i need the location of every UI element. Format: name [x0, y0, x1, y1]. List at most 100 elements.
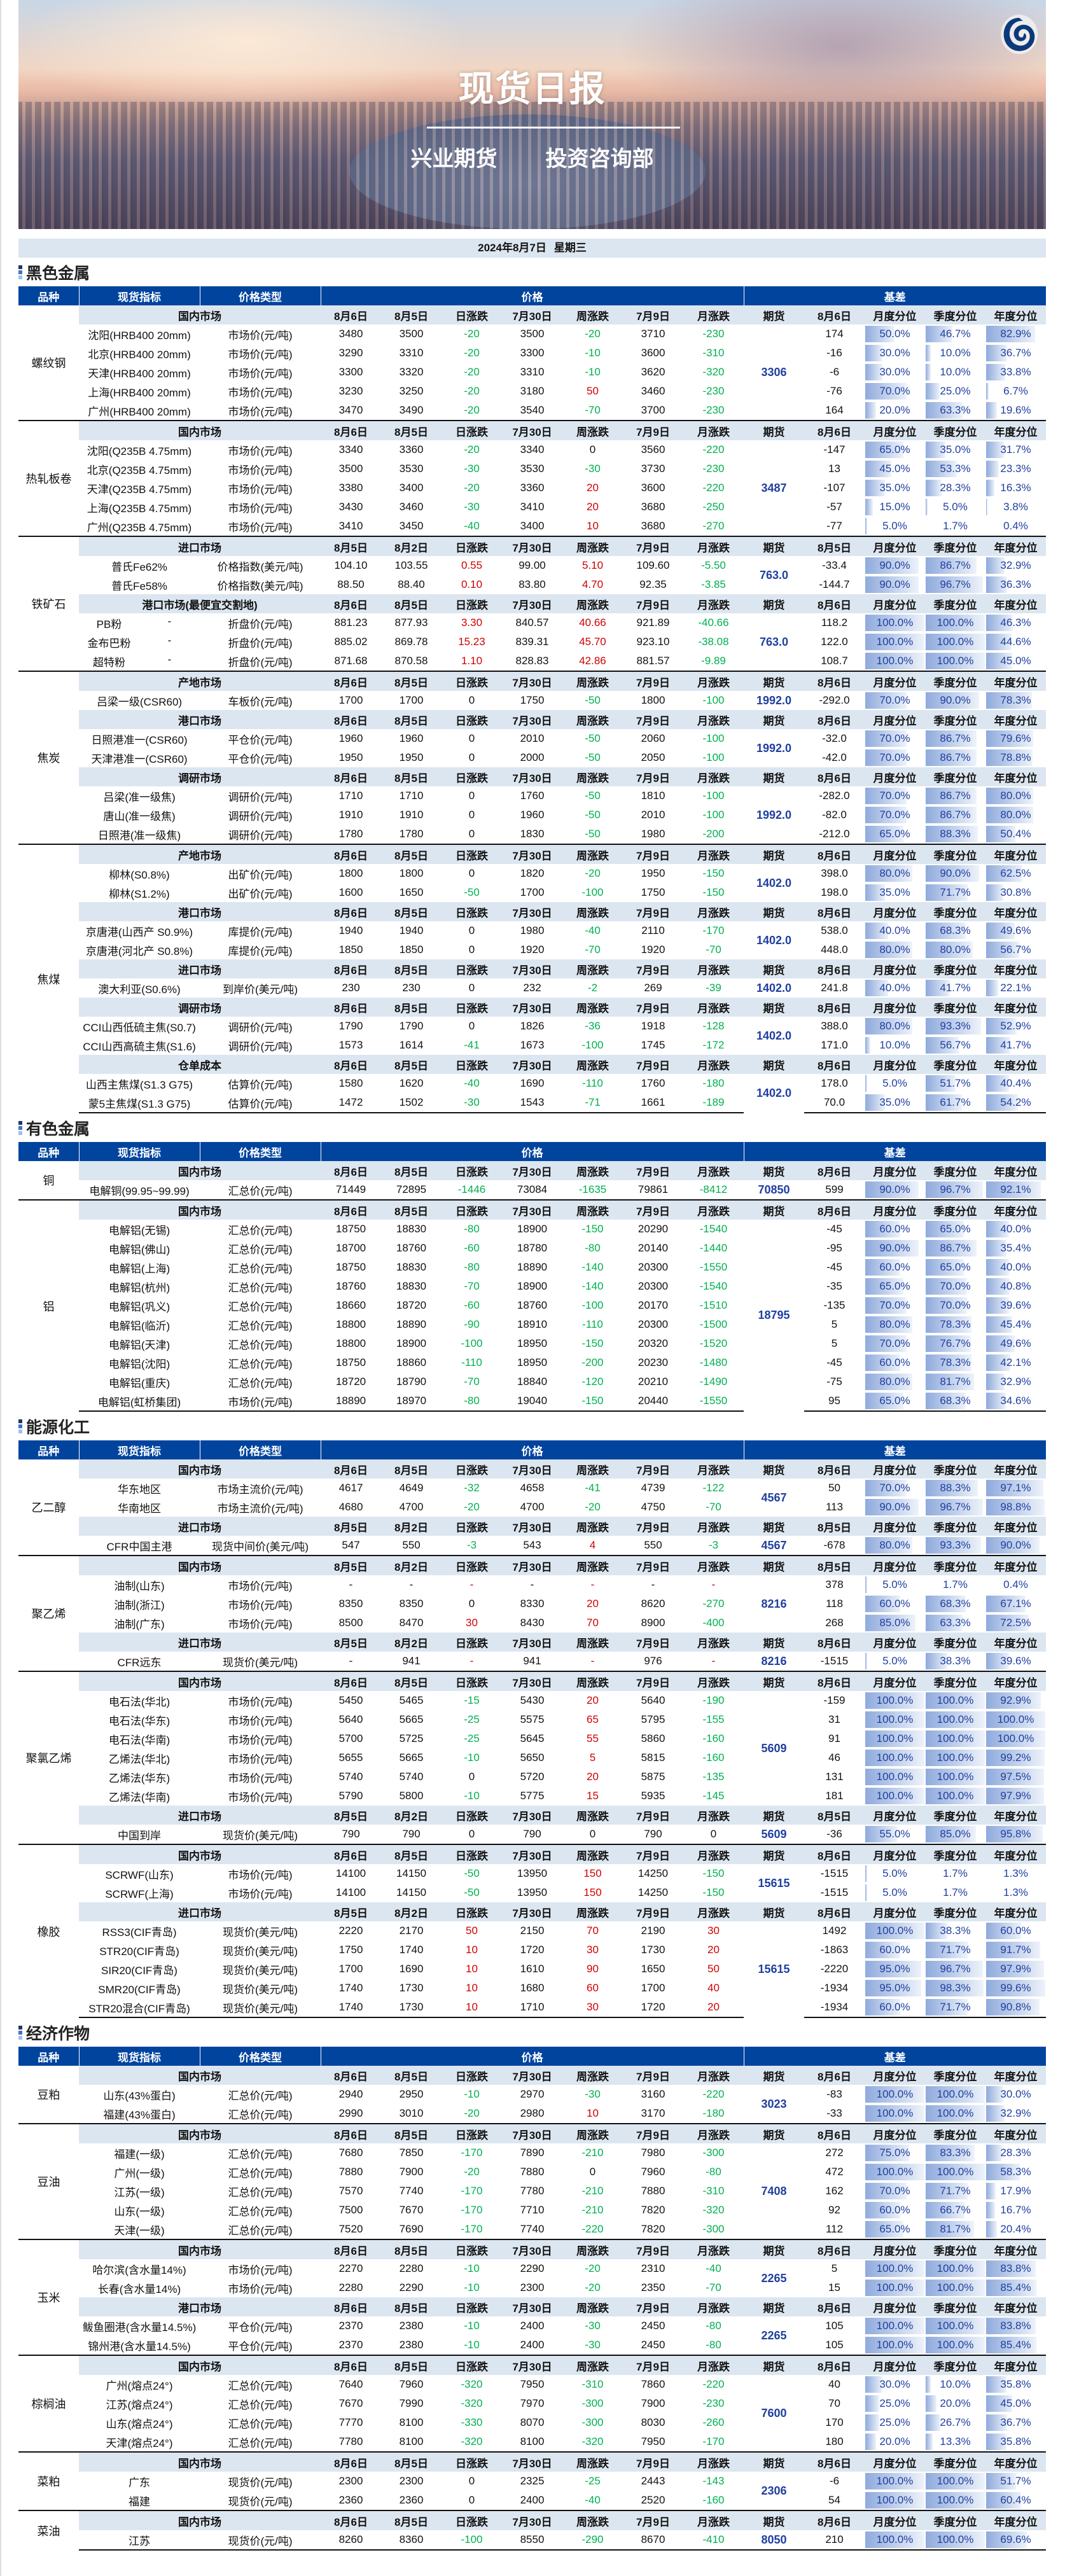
subheader-cell: 7月30日 — [502, 1844, 562, 1864]
basis-value: -159 — [823, 1694, 846, 1706]
quarterly-percentile: 63.3% — [925, 1613, 985, 1633]
data-row: 电解铜(99.95~99.99) 汇总价(元/吨) 71449 72895 -1446 7… — [18, 1180, 1046, 1200]
basis-value: 178.0 — [821, 1077, 848, 1089]
monthly-percentile-value: 100.0% — [876, 2475, 914, 2487]
weekly-change: -300 — [581, 2416, 604, 2428]
price-month-ago: 3600 — [641, 347, 665, 359]
spot-indicator: 天津(Q235B 4.75mm) — [87, 483, 192, 496]
data-row: 日照港准一(CSR60) 平仓价(元/吨) 1960 1960 0 2010 -50 2060… — [18, 729, 1046, 755]
daily-change: 0 — [468, 2475, 475, 2487]
monthly-percentile-bar — [865, 1094, 886, 1111]
price-month-ago: 3460 — [641, 385, 665, 397]
daily-change: -330 — [461, 2416, 483, 2428]
futures-price: 15615 — [758, 1963, 790, 1975]
price-latest: 2270 — [338, 2262, 363, 2274]
quarterly-percentile-value: 100.0% — [936, 1732, 974, 1744]
price-latest: 18800 — [335, 1318, 366, 1330]
quarterly-percentile-bar — [926, 807, 977, 823]
variety-name: 聚氯乙烯 — [18, 1671, 79, 1844]
data-row: PB粉 - 折盘价(元/吨) 881.23 877.93 3.30 840.57 40.66 9… — [18, 613, 1046, 648]
futures-price: 18795 — [758, 1309, 790, 1321]
data-row: 日照港(准一级焦) 调研价(元/吨) 1780 1780 0 1830 -50 1980 -20… — [18, 825, 1046, 844]
daily-change: 3.30 — [461, 616, 483, 629]
section-title: 有色金属 — [18, 1113, 1065, 1142]
price-month-ago: 881.57 — [636, 655, 670, 667]
price-week-ago: 8550 — [502, 2530, 562, 2551]
subheader-cell: 周涨跌 — [562, 767, 623, 786]
yearly-percentile-value: 56.7% — [1000, 943, 1031, 956]
monthly-percentile-value: 100.0% — [876, 2320, 914, 2332]
quarterly-percentile-value: 100.0% — [936, 2475, 974, 2487]
quarterly-percentile: 78.3% — [925, 1315, 985, 1334]
monthly-percentile: 90.0% — [865, 1180, 925, 1200]
yearly-percentile-value: 67.1% — [1000, 1598, 1031, 1610]
subheader-cell: 7月30日 — [502, 767, 562, 786]
subheader-cell: 期货 — [744, 536, 804, 556]
price-type: 汇总价(元/吨) — [228, 2379, 293, 2392]
price-month-ago: 3710 — [641, 328, 665, 340]
monthly-change: -400 — [702, 1617, 725, 1629]
price-type: 市场价(元/吨) — [228, 405, 293, 418]
monthly-change: -80 — [706, 2166, 721, 2178]
yearly-percentile: 0.4% — [985, 517, 1046, 536]
price-month-ago: 20300 — [637, 1280, 669, 1292]
subheader-cell: 日涨跌 — [442, 2297, 502, 2316]
basis-value: -45 — [826, 1356, 842, 1368]
price-week-ago: 18760 — [517, 1299, 548, 1311]
price-prev: 4700 — [399, 1501, 424, 1513]
price-month-ago: 1920 — [641, 943, 665, 956]
price-prev: 1960 — [399, 732, 424, 744]
futures-price: 3023 — [761, 2097, 787, 2110]
subheader-cell: 8月5日 — [381, 2510, 442, 2530]
daily-change: -60 — [464, 1242, 480, 1254]
price-prev: 869.78 — [394, 636, 428, 648]
quarterly-percentile: 100.0% — [925, 2316, 985, 2336]
subheader-cell: 8月6日 — [804, 2123, 865, 2143]
quarterly-percentile: 61.7% — [925, 1093, 985, 1113]
quarterly-percentile-value: 53.3% — [940, 463, 971, 475]
subheader-cell: 日涨跌 — [442, 2510, 502, 2530]
column-header: 价格 — [321, 1142, 744, 1161]
monthly-percentile: 5.0% — [865, 1652, 925, 1671]
yearly-percentile: 97.9% — [985, 1786, 1046, 1806]
quarterly-percentile-bar — [926, 1980, 984, 1996]
price-week-ago: 5430 — [520, 1694, 545, 1706]
price-latest: 5655 — [338, 1751, 363, 1764]
price-week-ago: 3310 — [520, 366, 545, 378]
price-week-ago: 1820 — [520, 867, 545, 879]
market-label: 国内市场 — [79, 1459, 321, 1479]
column-header: 现货指标 — [79, 1142, 200, 1161]
subheader-cell: 8月2日 — [381, 1633, 442, 1652]
subheader-cell: 季度分位 — [925, 1459, 985, 1479]
quarterly-percentile-value: 83.3% — [940, 2147, 971, 2159]
data-row: SIR20(CIF青岛) 现货价(美元/吨) 1700 1690 10 1610 90 165… — [18, 1960, 1046, 1979]
spot-indicator: 天津(HRB400 20mm) — [88, 367, 191, 380]
yearly-percentile-bar — [986, 1259, 1010, 1276]
subheader-cell: 周涨跌 — [562, 844, 623, 864]
price-type: 汇总价(元/吨) — [228, 1281, 293, 1294]
monthly-percentile-bar — [865, 615, 924, 631]
subheader-cell: 8月5日 — [381, 1459, 442, 1479]
yearly-percentile-bar — [986, 326, 1035, 342]
monthly-percentile-value: 10.0% — [879, 1039, 910, 1051]
price-latest: 5790 — [338, 1790, 363, 1802]
yearly-percentile: 32.9% — [985, 556, 1046, 575]
market-label: 国内市场 — [79, 2451, 321, 2472]
price-type: 市场价(元/吨) — [228, 1869, 293, 1881]
monthly-change: -3 — [708, 1539, 719, 1551]
daily-change: -20 — [464, 404, 480, 416]
monthly-percentile-bar — [865, 749, 907, 766]
price-type: 现货价(美元/吨) — [222, 1656, 298, 1669]
price-latest: 547 — [342, 1539, 360, 1551]
spot-indicator: 京唐港(河北产 S0.8%) — [85, 945, 193, 957]
price-type: 汇总价(元/吨) — [228, 1243, 293, 1256]
quarterly-percentile-value: 88.3% — [940, 828, 971, 840]
subheader-cell: 季度分位 — [925, 767, 985, 786]
monthly-change: -1550 — [683, 1391, 744, 1412]
quarterly-percentile-bar — [926, 499, 928, 515]
futures-price: 3487 — [761, 481, 787, 494]
quarterly-percentile-bar — [926, 2260, 985, 2277]
subheader-cell: 7月9日 — [623, 305, 683, 324]
price-prev: 3250 — [399, 385, 424, 397]
price-month-ago: 3680 — [641, 520, 665, 532]
